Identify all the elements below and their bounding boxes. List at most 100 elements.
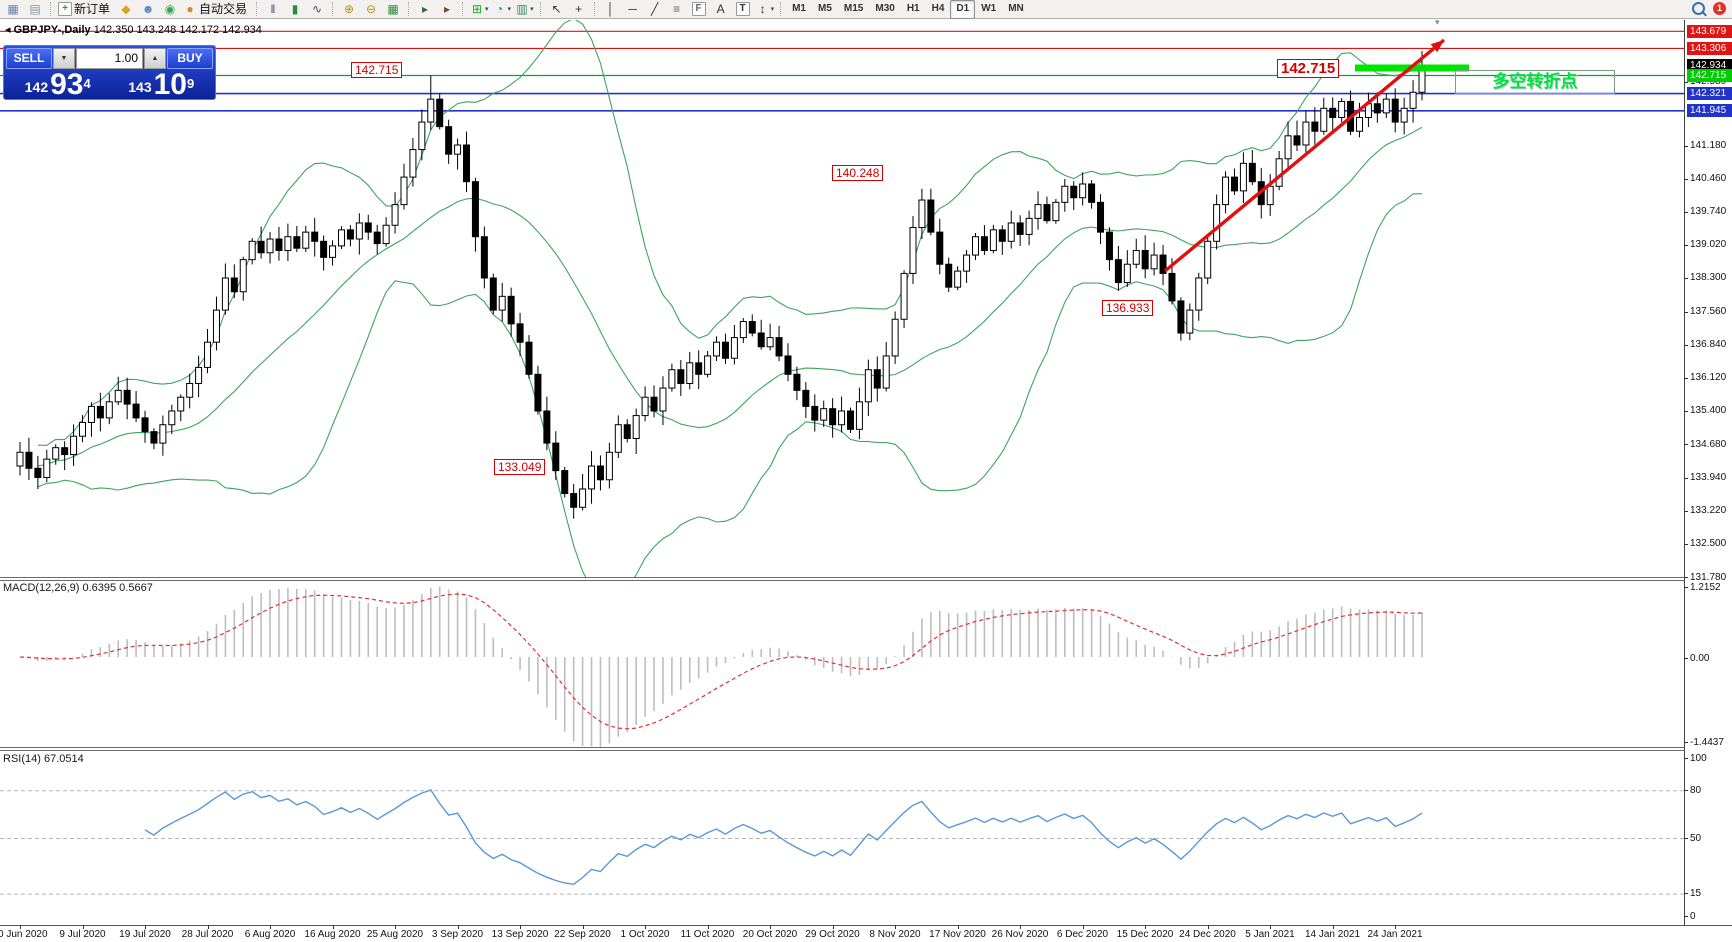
text-icon[interactable]: A <box>710 0 732 19</box>
price-tick-mark <box>1684 444 1688 445</box>
date-label-17[interactable]: 6 Dec 2020 <box>1056 929 1109 940</box>
indicator-tick-0.00: 0.00 <box>1690 653 1710 664</box>
date-label-8[interactable]: 13 Sep 2020 <box>491 929 549 940</box>
metaeditor-icon[interactable]: ◆ <box>115 0 137 19</box>
date-label-7[interactable]: 3 Sep 2020 <box>431 929 484 940</box>
new-order-icon[interactable]: + 新订单 <box>56 0 115 19</box>
periods-icon[interactable]: ◔ ▾ <box>491 0 514 19</box>
toolbar-separator <box>332 2 334 16</box>
price-annotation-box-3[interactable]: 133.049 <box>494 459 546 475</box>
tf-D1[interactable]: D1 <box>950 0 976 19</box>
date-label-6[interactable]: 25 Aug 2020 <box>366 929 424 940</box>
community-icon[interactable]: ☻ <box>137 0 159 19</box>
notification-badge[interactable]: 1 <box>1713 2 1726 15</box>
date-label-12[interactable]: 20 Oct 2020 <box>742 929 798 940</box>
candle-body <box>141 417 149 433</box>
templates-icon[interactable]: ▥ ▾ <box>513 0 536 19</box>
line-chart-icon[interactable]: ∿ <box>306 0 328 19</box>
volume-increase-button[interactable]: ▲ <box>144 48 166 69</box>
date-tick-mark <box>1207 925 1209 929</box>
tile-windows-icon[interactable]: ▦ <box>382 0 404 19</box>
hline-icon[interactable]: ─ <box>622 0 644 19</box>
dropdown-arrow-icon: ▾ <box>770 5 775 13</box>
price-badge-142.934: 142.934 <box>1687 58 1732 72</box>
cursor-icon[interactable]: ↖ <box>546 0 568 19</box>
date-label-9[interactable]: 22 Sep 2020 <box>554 929 611 940</box>
dropdown-arrow-icon: ▾ <box>485 5 489 13</box>
bar-chart-icon[interactable]: ‖ <box>262 0 284 19</box>
channel-icon[interactable]: F <box>688 0 710 19</box>
zoom-in-icon[interactable]: ⊕ <box>338 0 360 19</box>
signals-icon[interactable]: ◉ <box>159 0 181 19</box>
price-annotation-box-0[interactable]: 142.715 <box>351 62 403 78</box>
date-label-13[interactable]: 29 Oct 2020 <box>805 929 860 940</box>
volume-decrease-button[interactable]: ▼ <box>53 48 75 69</box>
date-label-10[interactable]: 1 Oct 2020 <box>620 929 670 940</box>
candle-body <box>96 405 104 419</box>
date-label-2[interactable]: 19 Jul 2020 <box>119 929 171 940</box>
tf-H1[interactable]: H1 <box>906 2 920 14</box>
price-annotation-box-1[interactable]: 140.248 <box>832 165 884 181</box>
date-label-3[interactable]: 28 Jul 2020 <box>181 929 234 940</box>
tf-M30[interactable]: M30 <box>875 2 895 14</box>
candle-body <box>382 224 390 245</box>
candle-body <box>1025 217 1033 235</box>
date-label-14[interactable]: 8 Nov 2020 <box>869 929 921 940</box>
date-tick-mark <box>1270 925 1271 929</box>
tf-M5[interactable]: M5 <box>818 2 832 14</box>
arrows-icon: ↕ <box>759 2 766 16</box>
date-label-15[interactable]: 17 Nov 2020 <box>929 929 986 940</box>
candlestick-chart-icon[interactable]: ▮ <box>284 0 306 19</box>
date-label-11[interactable]: 11 Oct 2020 <box>680 929 735 940</box>
trendline-icon[interactable]: ╱ <box>644 0 666 19</box>
auto-scroll-icon[interactable]: ▸ <box>414 0 436 19</box>
turning-point-note[interactable]: 多空转折点 <box>1455 70 1615 94</box>
macd-pane-separator[interactable] <box>0 577 1684 581</box>
autotrading-icon: ● <box>186 2 194 16</box>
arrows-icon[interactable]: ↕ ▾ <box>754 0 777 19</box>
vline-icon[interactable]: │ <box>600 0 622 19</box>
date-label-20[interactable]: 5 Jan 2021 <box>1245 929 1295 940</box>
date-label-16[interactable]: 26 Nov 2020 <box>991 929 1049 940</box>
date-label-4[interactable]: 6 Aug 2020 <box>244 929 296 940</box>
date-label-18[interactable]: 15 Dec 2020 <box>1116 929 1174 940</box>
price-annotation-box-4[interactable]: 142.715 <box>1277 59 1340 78</box>
candle-body <box>936 231 944 265</box>
bollinger-middle-band <box>37 126 1423 467</box>
buy-button[interactable]: BUY <box>167 48 213 69</box>
chart-shift-marker-icon[interactable]: ▾ <box>1435 17 1440 27</box>
tf-MN[interactable]: MN <box>1008 2 1024 14</box>
tf-H4[interactable]: H4 <box>931 2 945 14</box>
sell-button[interactable]: SELL <box>6 48 52 69</box>
price-tick-134.680: 134.680 <box>1690 438 1727 450</box>
rsi-pane-separator[interactable] <box>0 747 1684 751</box>
new-chart-icon[interactable]: ▦ <box>2 0 24 19</box>
indicators-icon[interactable]: ⊞ ▾ <box>468 0 491 19</box>
price-tick-mark <box>1684 145 1688 147</box>
candle-body <box>748 321 756 334</box>
date-label-19[interactable]: 24 Dec 2020 <box>1179 929 1236 940</box>
autotrading-icon[interactable]: ● 自动交易 <box>181 0 252 19</box>
price-annotation-box-2[interactable]: 136.933 <box>1102 300 1154 316</box>
tf-M1[interactable]: M1 <box>792 2 806 14</box>
tf-W1[interactable]: W1 <box>981 2 997 14</box>
profiles-icon[interactable]: ▤ <box>24 0 46 19</box>
zoom-out-icon[interactable]: ⊖ <box>360 0 382 19</box>
candle-body <box>989 229 997 251</box>
collapse-arrow-icon[interactable]: ◂ <box>5 24 11 36</box>
candle-body <box>1007 222 1015 242</box>
date-label-5[interactable]: 16 Aug 2020 <box>304 929 361 940</box>
fibo-icon[interactable]: ≡ <box>666 0 688 19</box>
date-label-22[interactable]: 24 Jan 2021 <box>1367 929 1423 940</box>
chart-shift-icon[interactable]: ▸ <box>436 0 458 19</box>
date-label-21[interactable]: 14 Jan 2021 <box>1304 929 1361 940</box>
crosshair-icon[interactable]: + <box>568 0 590 19</box>
trend-arrow-line[interactable] <box>1163 38 1446 273</box>
volume-input[interactable]: 1.00 <box>76 48 143 69</box>
chart-canvas[interactable] <box>0 0 1684 942</box>
search-icon[interactable] <box>1692 2 1705 15</box>
label-icon[interactable]: T <box>732 0 754 19</box>
tf-M15[interactable]: M15 <box>843 2 864 14</box>
date-label-0[interactable]: 30 Jun 2020 <box>0 929 48 940</box>
date-label-1[interactable]: 9 Jul 2020 <box>59 929 106 940</box>
